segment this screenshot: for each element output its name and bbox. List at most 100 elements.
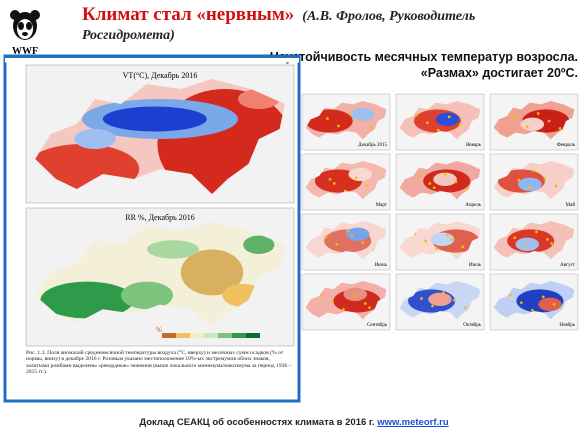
extreme-dot bbox=[417, 174, 421, 178]
extreme-dot bbox=[509, 293, 512, 297]
extreme-dot bbox=[335, 243, 339, 246]
extreme-dot bbox=[365, 183, 369, 187]
monthly-map: Апрель bbox=[395, 153, 485, 211]
panel-top bbox=[5, 55, 299, 63]
extreme-dot bbox=[363, 302, 367, 305]
monthly-map: Август bbox=[489, 213, 579, 271]
extreme-dot bbox=[443, 173, 447, 176]
extreme-dot bbox=[461, 245, 465, 249]
footer-text: Доклад СЕАКЦ об особенностях климата в 2… bbox=[139, 417, 375, 428]
field-blob bbox=[518, 177, 542, 191]
extreme-dot bbox=[332, 182, 336, 185]
map-label: Май bbox=[566, 203, 576, 208]
title-block: Климат стал «нервным» (А.В. Фролов, Руков… bbox=[82, 4, 560, 45]
extreme-dot bbox=[328, 178, 332, 181]
extreme-dot bbox=[342, 308, 345, 311]
extreme-dot bbox=[354, 176, 358, 179]
extreme-dot bbox=[547, 119, 551, 123]
extreme-dot bbox=[435, 247, 438, 250]
footer: Доклад СЕАКЦ об особенностях климата в 2… bbox=[0, 417, 588, 428]
extreme-dot bbox=[326, 117, 329, 120]
extreme-dot bbox=[536, 112, 540, 115]
extreme-dot bbox=[520, 301, 523, 304]
extreme-dot bbox=[454, 180, 458, 184]
map-label: Июнь bbox=[375, 263, 388, 268]
extreme-dot bbox=[515, 118, 518, 121]
map-label: Сентябрь bbox=[367, 323, 388, 328]
extreme-dot bbox=[420, 297, 423, 300]
extreme-dot bbox=[558, 127, 562, 130]
monthly-map: Июль bbox=[395, 213, 485, 271]
monthly-map: Декабрь 2015 bbox=[301, 93, 391, 151]
extreme-dot bbox=[428, 182, 432, 185]
extreme-dot bbox=[530, 308, 534, 312]
map-label: Декабрь 2015 bbox=[358, 143, 387, 148]
extreme-dot bbox=[546, 238, 549, 241]
extreme-dot bbox=[368, 306, 371, 309]
field-blob bbox=[428, 292, 452, 306]
monthly-map: Январь bbox=[395, 93, 485, 151]
map-label: Октябрь bbox=[463, 323, 481, 328]
extreme-dot bbox=[446, 233, 449, 237]
extreme-dot bbox=[353, 294, 356, 298]
attribution: (А.В. Фролов, Руководитель Росгидромета) bbox=[82, 9, 476, 43]
map-label: Январь bbox=[466, 143, 482, 148]
extreme-dot bbox=[528, 186, 532, 189]
extreme-dot bbox=[525, 125, 529, 129]
logo-text: WWF bbox=[12, 46, 38, 57]
extreme-dot bbox=[465, 188, 469, 191]
field-blob bbox=[435, 112, 460, 126]
extreme-dot bbox=[424, 239, 428, 243]
extreme-dot bbox=[426, 121, 429, 124]
field-blob bbox=[348, 167, 373, 181]
extreme-dot bbox=[436, 128, 440, 132]
extreme-dot bbox=[517, 178, 521, 182]
field-blob bbox=[346, 227, 370, 241]
wwf-logo: WWF bbox=[6, 6, 44, 57]
extreme-dot bbox=[524, 243, 527, 247]
monthly-map: Март bbox=[301, 153, 391, 211]
map-label: Февраль bbox=[557, 143, 576, 148]
extreme-dot bbox=[358, 118, 362, 122]
monthly-map: Октябрь bbox=[395, 273, 485, 331]
field-blob bbox=[520, 117, 545, 131]
precip-legend: % bbox=[156, 326, 260, 338]
title: Климат стал «нервным» bbox=[82, 4, 295, 25]
field-blob bbox=[515, 237, 540, 251]
map-label: Ноябрь bbox=[559, 323, 575, 328]
extreme-dot bbox=[415, 113, 418, 117]
extreme-dot bbox=[324, 235, 328, 239]
extreme-dot bbox=[337, 124, 340, 128]
map-title: VT(°C), Декабрь 2016 bbox=[123, 71, 198, 80]
extreme-dot bbox=[463, 306, 467, 309]
monthly-map: Ноябрь bbox=[489, 273, 579, 331]
extreme-dot bbox=[431, 304, 434, 308]
extreme-dot bbox=[554, 184, 558, 188]
extreme-dot bbox=[346, 229, 350, 233]
extreme-dot bbox=[331, 300, 334, 304]
extreme-dot bbox=[510, 113, 514, 117]
extreme-dot bbox=[320, 293, 323, 296]
map-label: Август bbox=[560, 263, 576, 268]
footer-link[interactable]: www.meteorf.ru bbox=[377, 417, 449, 428]
extreme-dot bbox=[458, 123, 462, 126]
subtitle: Неустойчивость месячных температур возро… bbox=[269, 50, 578, 64]
monthly-maps: Декабрь 2015 Январь Февраль Март Апрель Май Ию… bbox=[301, 93, 579, 331]
extreme-dot bbox=[532, 169, 536, 173]
extreme-dot bbox=[442, 291, 445, 294]
extreme-dot bbox=[350, 233, 354, 237]
extreme-dot bbox=[552, 303, 556, 306]
field-blob bbox=[433, 172, 457, 186]
extreme-dot bbox=[541, 295, 545, 299]
monthly-map: Май bbox=[489, 153, 579, 211]
field-blob bbox=[343, 287, 367, 301]
caption: Рис. 1.3. Поля аномалий среднемесячной т… bbox=[26, 350, 292, 376]
subtitle: «Размах» достигает 20ºС. bbox=[420, 66, 578, 80]
map-label: Апрель bbox=[465, 203, 482, 208]
field-blob bbox=[351, 107, 375, 121]
extreme-dot bbox=[447, 115, 451, 119]
extreme-dot bbox=[432, 186, 436, 189]
extreme-dot bbox=[452, 298, 456, 302]
extreme-dot bbox=[361, 241, 365, 244]
